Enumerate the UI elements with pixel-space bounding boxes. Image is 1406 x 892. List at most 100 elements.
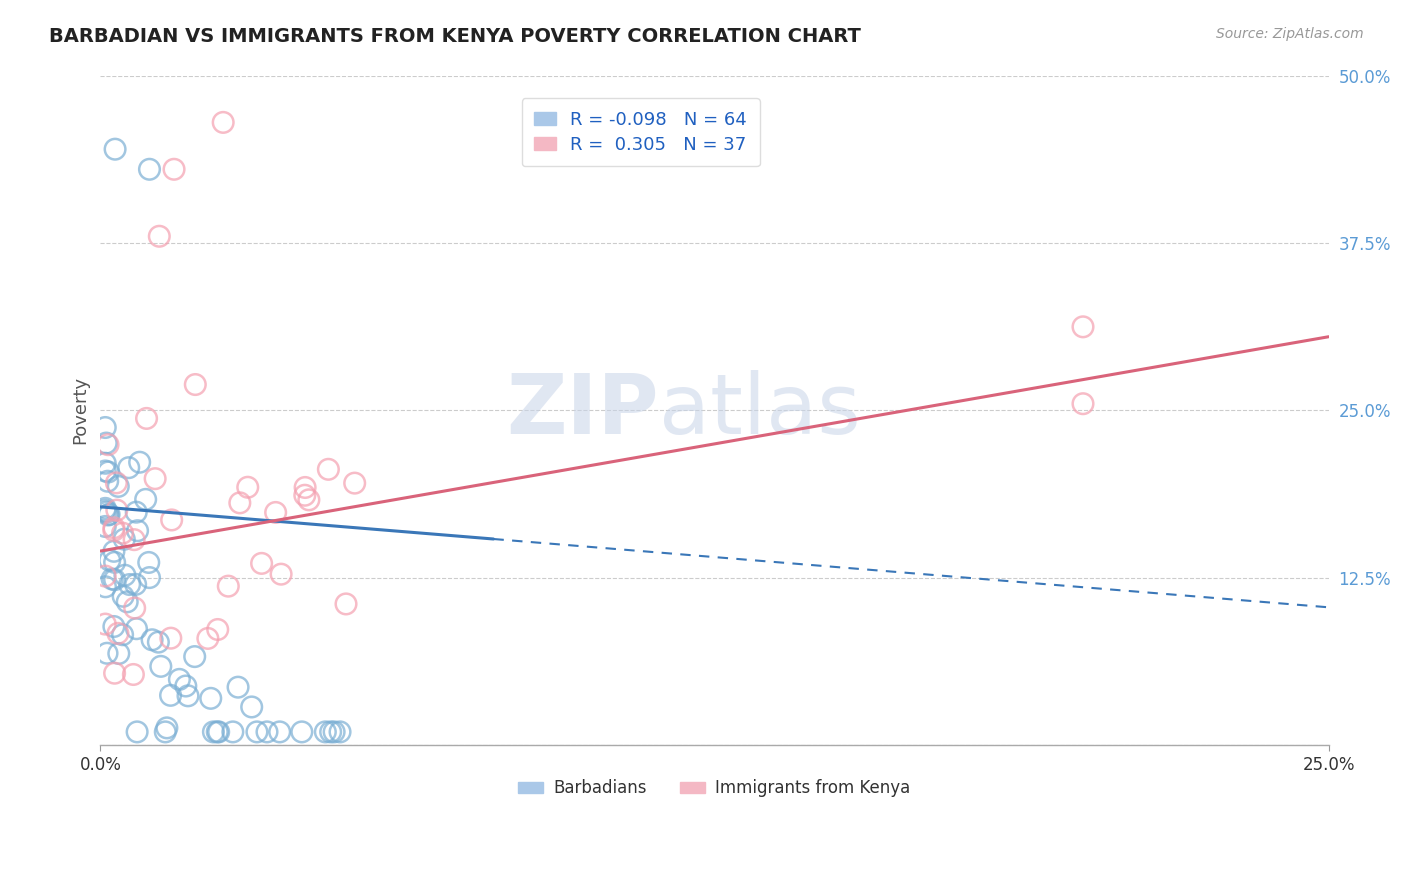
Point (98, 553, 121, 567)
Point (103, 524, 125, 538)
Point (207, 725, 229, 739)
Text: atlas: atlas (659, 370, 860, 450)
Point (103, 619, 125, 633)
Point (159, 631, 181, 645)
Point (148, 635, 170, 649)
Point (115, 595, 138, 609)
Point (107, 479, 129, 493)
Point (94, 456, 117, 470)
Point (94, 501, 117, 516)
Point (128, 455, 150, 469)
Point (97, 437, 120, 451)
Point (169, 673, 191, 687)
Point (124, 577, 146, 591)
Point (160, 513, 183, 527)
Point (240, 700, 263, 714)
Point (103, 521, 125, 535)
Point (163, 162, 186, 177)
Point (298, 492, 321, 507)
Point (96, 646, 118, 660)
Point (314, 725, 336, 739)
Point (246, 725, 269, 739)
Point (103, 544, 125, 558)
Point (156, 721, 179, 735)
Point (104, 142, 127, 156)
Point (256, 725, 278, 739)
Point (122, 667, 145, 681)
Point (208, 725, 231, 739)
Point (141, 632, 163, 647)
Point (135, 492, 157, 507)
Point (105, 475, 128, 490)
Point (104, 555, 127, 569)
Point (200, 691, 222, 706)
Point (135, 411, 157, 425)
Point (105, 503, 128, 517)
Point (127, 725, 149, 739)
Point (319, 725, 342, 739)
Point (125, 505, 148, 519)
Point (107, 626, 129, 640)
Point (202, 725, 225, 739)
Point (294, 488, 316, 502)
Point (329, 725, 352, 739)
Point (222, 725, 245, 739)
Point (101, 572, 124, 586)
Point (96, 505, 118, 519)
Point (1071, 319, 1094, 334)
Point (112, 589, 135, 603)
Legend: Barbadians, Immigrants from Kenya: Barbadians, Immigrants from Kenya (512, 772, 917, 804)
Point (124, 601, 146, 615)
Point (148, 229, 170, 244)
Point (94, 503, 117, 517)
Point (174, 679, 197, 693)
Point (125, 622, 148, 636)
Point (98, 508, 121, 522)
Text: BARBADIAN VS IMMIGRANTS FROM KENYA POVERTY CORRELATION CHART: BARBADIAN VS IMMIGRANTS FROM KENYA POVER… (49, 27, 860, 45)
Point (138, 571, 160, 585)
Point (250, 557, 273, 571)
Point (94, 580, 117, 594)
Text: ZIP: ZIP (506, 370, 659, 450)
Point (159, 689, 181, 703)
Point (111, 628, 134, 642)
Point (138, 556, 160, 570)
Point (138, 162, 160, 177)
Y-axis label: Poverty: Poverty (72, 376, 89, 444)
Point (94, 420, 117, 434)
Point (112, 532, 135, 546)
Point (335, 597, 357, 611)
Point (229, 496, 252, 510)
Point (264, 506, 287, 520)
Point (226, 680, 249, 694)
Point (122, 533, 145, 547)
Point (207, 623, 229, 637)
Point (217, 579, 239, 593)
Point (94, 617, 117, 632)
Point (197, 632, 219, 646)
Point (118, 460, 141, 475)
Point (323, 725, 346, 739)
Point (97, 465, 120, 479)
Point (97, 508, 120, 522)
Point (212, 115, 235, 129)
Point (291, 725, 314, 739)
Point (318, 462, 340, 476)
Text: Source: ZipAtlas.com: Source: ZipAtlas.com (1216, 27, 1364, 41)
Point (155, 725, 177, 739)
Point (1071, 397, 1094, 411)
Point (104, 573, 127, 587)
Point (94, 519, 117, 533)
Point (111, 526, 134, 541)
Point (96, 436, 118, 450)
Point (270, 567, 292, 582)
Point (143, 472, 166, 486)
Point (184, 377, 207, 392)
Point (104, 666, 127, 681)
Point (114, 568, 136, 582)
Point (177, 689, 200, 703)
Point (127, 524, 149, 538)
Point (97, 475, 120, 489)
Point (149, 659, 172, 673)
Point (183, 649, 205, 664)
